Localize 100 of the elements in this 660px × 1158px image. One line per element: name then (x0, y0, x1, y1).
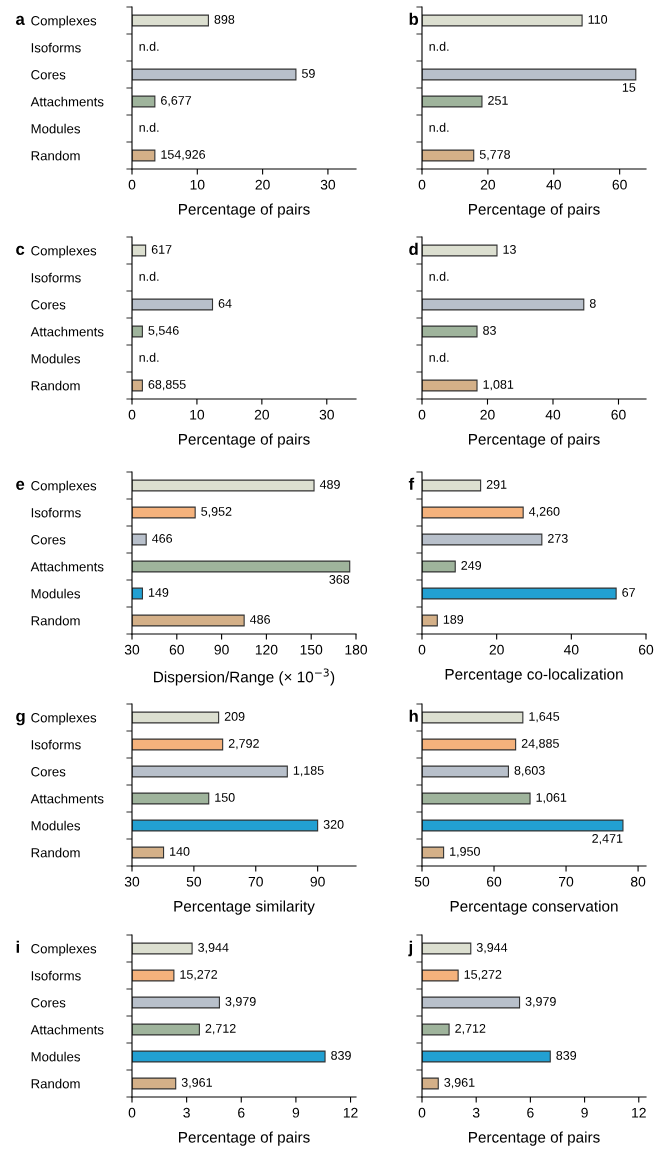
annotation: 291 (486, 480, 507, 489)
bar (132, 298, 214, 311)
x-tick-label: 30 (319, 409, 334, 420)
bar (422, 1050, 551, 1063)
chart-title: d (409, 242, 418, 255)
x-axis-title: Percentage similarity (174, 900, 315, 915)
y-tick-label: Attachments (30, 1024, 104, 1035)
x-tick-label: 60 (611, 409, 626, 420)
chart-title: b (409, 12, 419, 25)
y-tick-label: Attachments (30, 561, 104, 572)
chart-title: g (16, 712, 25, 726)
annotation: 6,677 (161, 96, 192, 107)
annotation: n.d. (429, 352, 449, 362)
annotation: 251 (488, 96, 508, 105)
annotation: 150 (215, 793, 235, 802)
bar (422, 996, 521, 1009)
x-tick-label: 9 (292, 1107, 300, 1118)
x-axis-title: Percentage of pairs (469, 1131, 600, 1146)
x-tick-label: 3 (183, 1107, 190, 1118)
y-tick-label: Attachments (30, 96, 104, 107)
annotation: 3,979 (525, 997, 556, 1008)
y-tick-label: Complexes (31, 15, 97, 29)
x-tick-label: 3 (472, 1107, 480, 1118)
annotation: 3,961 (181, 1078, 212, 1089)
y-tick-label: Modules (31, 353, 81, 364)
bar (422, 68, 637, 81)
x-tick-label: 0 (128, 409, 136, 420)
x-tick-label: 40 (545, 409, 561, 420)
x-tick-label: 150 (300, 644, 323, 655)
x-tick-label: 20 (489, 644, 504, 655)
bar (422, 587, 617, 600)
annotation: 3,961 (444, 1078, 475, 1089)
chart-title: f (408, 477, 415, 490)
bar (422, 969, 459, 982)
y-tick-label: Cores (31, 535, 66, 545)
x-axis-title: Percentage of pairs (179, 433, 310, 448)
bar (422, 614, 438, 627)
y-tick-label: Modules (31, 123, 81, 134)
chart-title: e (16, 480, 25, 490)
annotation: 1,061 (536, 793, 567, 804)
chart-title: c (16, 245, 25, 255)
annotation: 249 (461, 561, 482, 570)
annotation: n.d. (139, 122, 159, 132)
x-axis-title: Dispersion/Range (× 10$^{−3}$) (154, 668, 335, 686)
annotation: 5,952 (201, 507, 232, 518)
annotation: 149 (148, 588, 169, 597)
x-tick-label: 0 (128, 1107, 136, 1118)
bar (132, 325, 143, 338)
bar (422, 560, 456, 573)
x-tick-label: 50 (186, 876, 202, 887)
annotation: n.d. (139, 271, 159, 281)
annotation: 15,272 (180, 970, 218, 981)
annotation: n.d. (139, 41, 159, 51)
x-tick-label: 60 (169, 644, 184, 655)
annotation: 2,712 (205, 1024, 236, 1035)
x-tick-label: 6 (238, 1107, 245, 1118)
y-tick-label: Modules (31, 588, 81, 599)
chart-title: a (16, 15, 25, 25)
annotation: 59 (301, 69, 315, 78)
bar (422, 533, 543, 546)
x-tick-label: 60 (612, 179, 627, 190)
annotation: 15,272 (464, 970, 502, 981)
bar (132, 1050, 326, 1063)
x-tick-label: 0 (418, 409, 426, 420)
annotation: n.d. (139, 352, 159, 362)
y-tick-label: Cores (31, 300, 66, 310)
annotation: n.d. (429, 271, 449, 281)
annotation: 617 (151, 245, 172, 254)
bar (132, 14, 209, 27)
annotation: 5,778 (479, 150, 511, 161)
annotation: 2,471 (592, 834, 623, 845)
x-tick-label: 70 (248, 876, 263, 887)
annotation: 1,645 (529, 712, 560, 723)
annotation: 1,185 (293, 766, 324, 777)
annotation: 24,885 (521, 739, 559, 750)
annotation: 68,855 (148, 380, 186, 391)
annotation: 3,944 (476, 943, 508, 954)
chart-title: h (409, 709, 418, 722)
annotation: 3,944 (198, 943, 229, 954)
y-tick-label: Attachments (30, 793, 104, 804)
x-tick-label: 180 (345, 644, 368, 655)
y-tick-label: Complexes (31, 245, 97, 259)
annotation: 67 (622, 588, 635, 597)
annotation: 15 (622, 83, 636, 92)
annotation: 839 (331, 1051, 351, 1060)
bar (422, 298, 585, 311)
annotation: n.d. (429, 122, 449, 132)
x-tick-label: 90 (310, 876, 325, 887)
bar (422, 942, 472, 955)
annotation: 5,546 (148, 326, 179, 337)
x-tick-label: 80 (630, 876, 646, 887)
x-tick-label: 0 (418, 179, 426, 190)
annotation: 189 (443, 615, 464, 624)
x-tick-label: 9 (581, 1107, 588, 1118)
x-tick-label: 0 (418, 644, 426, 655)
bar (422, 95, 483, 108)
x-tick-label: 60 (638, 644, 654, 655)
bar (422, 1023, 450, 1036)
bar (132, 95, 156, 108)
bar (422, 244, 498, 257)
